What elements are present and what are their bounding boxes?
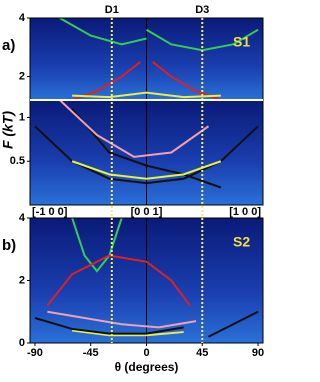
curve	[72, 91, 221, 99]
curve	[208, 310, 259, 338]
curve	[59, 99, 210, 158]
marker-label: D1	[105, 4, 119, 16]
direction-label: [0 0 1]	[131, 206, 163, 218]
curve	[34, 317, 184, 335]
curve	[71, 160, 222, 180]
direction-label: [-1 0 0]	[32, 206, 68, 218]
curve	[59, 17, 147, 46]
figure: 2 4 a) S1 0.5 1F (kT) 0 2 4 b) S2 -90 -45 0 45 90 θ (deg…	[0, 4, 264, 374]
x-axis-label: θ (degrees)	[115, 360, 179, 374]
y-tick-label: 1	[19, 111, 25, 123]
x-tick-label: -90	[27, 347, 43, 359]
x-tick-label: 45	[196, 347, 208, 359]
curve	[47, 310, 197, 329]
curve	[71, 217, 123, 273]
x-tick-label: 90	[252, 347, 264, 359]
sample-label: S1	[233, 34, 250, 50]
direction-label: [1 0 0]	[229, 206, 261, 218]
y-axis-label: F (kT)	[0, 111, 16, 149]
x-tick-label: -45	[83, 347, 99, 359]
curve	[72, 329, 184, 337]
curve	[71, 108, 222, 189]
marker-label: D3	[195, 4, 209, 16]
x-tick-label: 0	[143, 347, 149, 359]
panel-label: a)	[2, 37, 15, 54]
curve	[46, 254, 191, 307]
panel-label: b)	[2, 237, 16, 254]
y-tick-label: 2	[19, 70, 25, 82]
y-tick-label: 4	[19, 212, 26, 224]
y-tick-label: 0.5	[10, 155, 25, 167]
y-tick-label: 2	[19, 274, 25, 286]
y-tick-label: 0	[19, 337, 25, 349]
sample-label: S2	[233, 234, 250, 250]
y-tick-label: 4	[19, 12, 26, 24]
